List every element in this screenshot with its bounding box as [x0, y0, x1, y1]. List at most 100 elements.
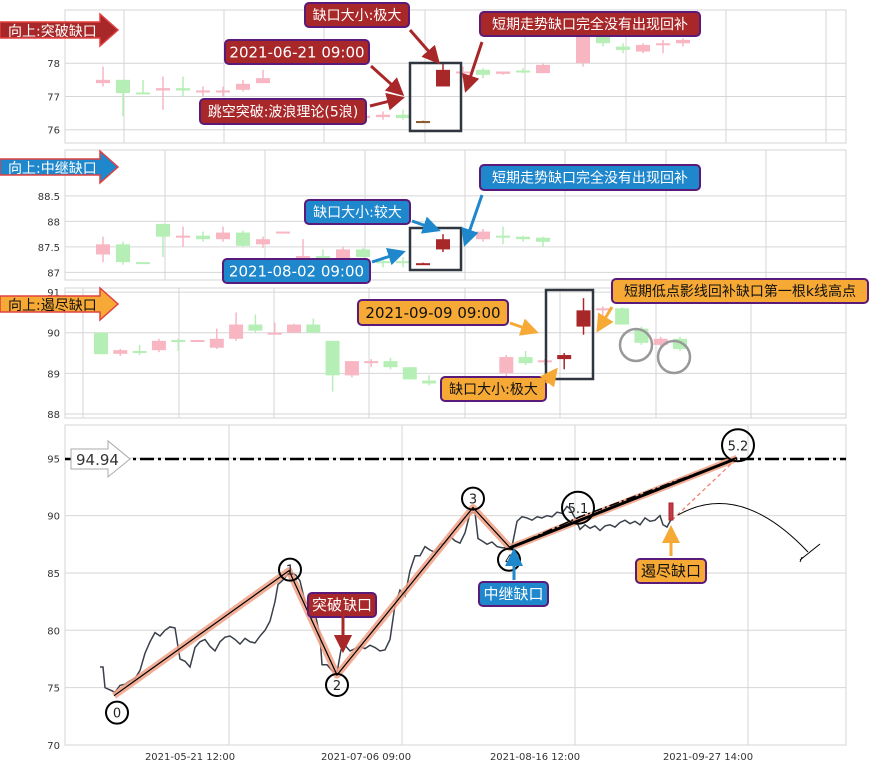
projection-arc: [677, 503, 809, 553]
candle: [636, 43, 650, 54]
candle-body: [209, 338, 224, 348]
candle: [96, 66, 110, 87]
candle: [518, 350, 533, 366]
y-tick-label: 89: [47, 369, 60, 380]
fill-marker-circle: [656, 339, 692, 375]
candle: [496, 71, 510, 75]
candle: [94, 332, 108, 355]
arrow-icon: [596, 306, 614, 333]
candle-body: [402, 367, 417, 380]
candle-body: [615, 308, 630, 325]
candle-body: [499, 357, 514, 374]
candle-body: [256, 239, 270, 245]
y-tick-label: 87: [47, 268, 60, 279]
candle-body: [653, 338, 668, 345]
candle: [516, 235, 530, 242]
candle-body: [476, 231, 490, 240]
callout-text: 2021-06-21 09:00: [229, 43, 364, 61]
candle-body: [248, 324, 263, 331]
candle-body: [496, 235, 510, 238]
candle: [171, 338, 186, 351]
candle-body: [136, 262, 150, 265]
candle-body: [476, 69, 490, 75]
candle: [176, 226, 190, 247]
y-tick-label: 80: [47, 626, 60, 637]
candle: [96, 236, 110, 263]
candle-body: [576, 310, 591, 327]
wave-point-circle: [461, 486, 485, 511]
candle-body: [287, 324, 301, 333]
candle-body: [96, 244, 110, 255]
callout-text: 缺口大小:较大: [313, 205, 402, 221]
candle: [422, 375, 437, 386]
candle-body: [336, 249, 350, 260]
y-tick-label: 75: [47, 684, 60, 695]
target-label: 94.94: [76, 451, 119, 469]
candle-body: [196, 90, 210, 93]
y-tick-label: 70: [47, 741, 60, 752]
candle: [276, 231, 290, 234]
callout-text: 短期走势缺口完全没有出现回补: [492, 170, 688, 187]
candle: [436, 63, 450, 87]
panel-breakaway: 78 77 76: [47, 9, 847, 144]
gap-label: 遏尽缺口: [641, 562, 701, 580]
wave-point-label: 4: [505, 554, 513, 569]
candle: [516, 68, 530, 74]
plot-area: [64, 424, 847, 746]
candle: [151, 338, 166, 353]
candle-body: [136, 92, 150, 95]
candle-body: [176, 235, 190, 238]
candle: [236, 230, 250, 247]
candle-body: [416, 263, 430, 266]
gap-label-box: [478, 581, 549, 607]
projection-line: [671, 457, 738, 521]
candle: [383, 357, 398, 370]
candle: [287, 323, 301, 333]
wave-point-label: 2: [333, 679, 341, 694]
candle: [436, 234, 450, 252]
y-tick-label: 90: [47, 329, 60, 340]
x-tick-label: 2021-05-21 12:00: [145, 752, 235, 763]
candle: [113, 348, 128, 356]
candle-body: [416, 121, 430, 124]
candle-body: [516, 70, 530, 73]
wave5-1-line: [509, 457, 738, 549]
candle: [536, 236, 550, 247]
candle: [653, 336, 668, 347]
wave-point-label: 5.2: [728, 439, 749, 454]
fill-marker-circle: [618, 327, 654, 363]
arrow-icon: [509, 318, 539, 336]
y-tick-label: 95: [47, 454, 60, 465]
candle-body: [557, 355, 572, 360]
wave-point-circle: [325, 673, 349, 698]
y-tick-label: 88: [47, 410, 60, 421]
wave5-line: [509, 456, 738, 550]
wave-point-circle: [278, 557, 302, 582]
callout-text: 短期低点影线回补缺口第一根k线高点: [624, 283, 856, 300]
candle: [216, 86, 230, 97]
candle: [616, 43, 630, 54]
candle: [325, 340, 340, 392]
candle-body: [376, 114, 390, 118]
candle-body: [456, 71, 470, 74]
candle: [344, 361, 359, 378]
arrow-icon: [369, 64, 405, 97]
candle-body: [96, 79, 110, 84]
y-tick-label: 91: [47, 288, 60, 299]
candle-body: [376, 261, 390, 264]
callout-text: 2021-09-09 09:00: [365, 304, 500, 322]
candle: [476, 68, 490, 79]
wave-point-circle: [105, 700, 129, 725]
callout-text: 跳空突破:波浪理论(5浪): [208, 105, 359, 121]
gap-label: 中继缺口: [483, 585, 543, 603]
candle: [576, 298, 591, 335]
y-tick-label: 88.5: [38, 192, 60, 203]
candle: [676, 38, 690, 47]
candle-body: [356, 249, 370, 258]
candle-body: [364, 361, 379, 364]
candle-body: [436, 239, 450, 250]
gap-highlight-box: [544, 288, 595, 381]
candle: [196, 86, 210, 97]
candle: [156, 223, 170, 258]
